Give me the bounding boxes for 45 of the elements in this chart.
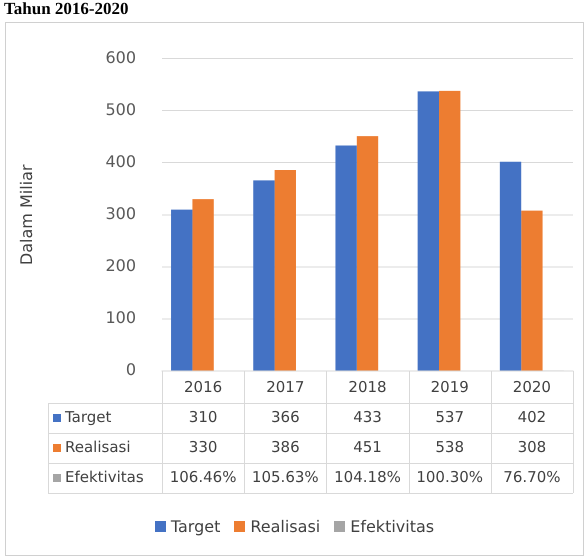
x-tick-label: 2017	[266, 378, 304, 396]
bar	[500, 162, 522, 370]
bar	[521, 210, 543, 370]
text: Target	[170, 517, 220, 536]
data-label: 537	[435, 408, 464, 426]
data-label: 538	[435, 438, 464, 456]
bar	[356, 136, 378, 370]
bar	[274, 170, 296, 370]
bar	[253, 180, 275, 370]
data-label: 386	[270, 438, 300, 456]
data-label: 100.30%	[416, 468, 484, 486]
legend-label: Target	[64, 408, 112, 426]
bar	[192, 199, 214, 370]
x-tick-label: 2018	[348, 378, 387, 396]
y-tick-label: 300	[105, 204, 136, 223]
data-label: 308	[518, 438, 546, 456]
data-label: 104.18%	[334, 468, 401, 486]
legend-label: Efektivitas	[65, 468, 144, 486]
text: Efektivitas	[350, 517, 434, 536]
bar	[171, 210, 192, 370]
bar	[418, 91, 440, 370]
y-tick-label: 400	[105, 152, 136, 171]
y-tick-label: 0	[126, 360, 136, 380]
x-tick-label: 2016	[184, 378, 222, 396]
y-tick-label: 200	[105, 256, 136, 276]
data-label: 310	[188, 408, 218, 426]
y-tick-label: 500	[105, 100, 136, 119]
data-label: 76.70%	[503, 468, 560, 486]
bar	[335, 146, 357, 370]
bar	[439, 90, 460, 370]
legend-label: Realisasi	[65, 438, 130, 456]
data-label: 451	[353, 438, 382, 456]
chart-title: Tahun 2016-2020	[3, 0, 130, 18]
data-label: 106.46%	[170, 468, 236, 486]
data-label: 433	[353, 408, 382, 426]
y-tick-label: 100	[105, 308, 136, 328]
text: Realisasi	[250, 517, 320, 536]
data-label: 402	[518, 408, 546, 426]
y-tick-label: 600	[105, 48, 136, 67]
y-axis-title: Dalam Miliar	[16, 164, 36, 266]
data-label: 105.63%	[252, 468, 319, 486]
x-tick-label: 2020	[512, 378, 551, 396]
data-label: 330	[188, 438, 218, 456]
data-label: 366	[270, 408, 300, 426]
x-tick-label: 2019	[430, 378, 469, 396]
